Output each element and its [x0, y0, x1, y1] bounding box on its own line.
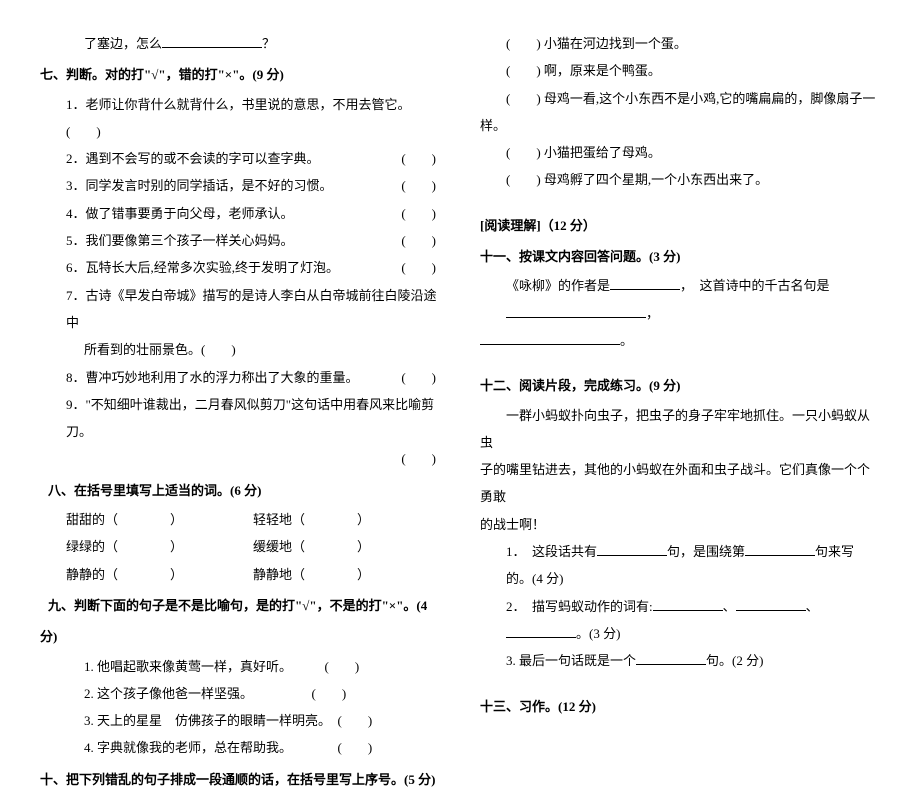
paren: ( )	[338, 740, 373, 755]
blank	[506, 626, 576, 638]
q7-5: 5．我们要像第三个孩子一样关心妈妈。 ( )	[40, 227, 440, 254]
q11: 《咏柳》的作者是 ， 这首诗中的千古名句是 ，	[480, 272, 880, 327]
text: 1. 他唱起歌来像黄莺一样，真好听。	[84, 659, 286, 674]
text: 8．曹冲巧妙地利用了水的浮力称出了大象的重量。	[66, 370, 359, 385]
text: 、	[723, 599, 736, 614]
blank	[480, 333, 620, 345]
section-7-head: 七、判断。对的打"√"，错的打"×"。(9 分)	[40, 61, 440, 88]
text: 。(3 分)	[576, 626, 620, 641]
text: 6．瓦特长大后,经常多次实验,终于发明了灯泡。	[66, 260, 339, 275]
paren: ( )	[401, 364, 440, 391]
text: 、	[806, 599, 819, 614]
paren: ( )	[401, 145, 440, 172]
text: ？	[262, 36, 275, 51]
cell: 甜甜的（ ）	[66, 506, 253, 533]
text: 句，是围绕第	[667, 544, 745, 559]
q7-8: 8．曹冲巧妙地利用了水的浮力称出了大象的重量。 ( )	[40, 364, 440, 391]
row8-3: 静静的（ ） 静静地（ ）	[40, 561, 440, 588]
q7-2: 2．遇到不会写的或不会读的字可以查字典。 ( )	[40, 145, 440, 172]
blank	[610, 279, 680, 291]
p12c: 的战士啊！	[480, 511, 880, 538]
blank	[636, 654, 706, 666]
paren: ( )	[312, 686, 347, 701]
text: ，	[646, 306, 659, 321]
p12b: 子的嘴里钻进去，其他的小蚂蚁在外面和虫子战斗。它们真像一个个勇敢	[480, 456, 880, 511]
text: 1． 这段话共有	[506, 544, 597, 559]
section-9-head-b: 分)	[40, 623, 440, 650]
text: 4．做了错事要勇于向父母，老师承认。	[66, 206, 294, 221]
paren: ( )	[338, 713, 373, 728]
text: 5．我们要像第三个孩子一样关心妈妈。	[66, 233, 294, 248]
text: 3. 天上的星星 仿佛孩子的眼睛一样明亮。	[84, 713, 325, 728]
s4: ( ) 小猫把蛋给了母鸡。	[480, 139, 880, 166]
row8-2: 绿绿的（ ） 缓缓地（ ）	[40, 533, 440, 560]
q9-3: 3. 天上的星星 仿佛孩子的眼睛一样明亮。 ( )	[40, 707, 440, 734]
text: 2. 这个孩子像他爸一样坚强。	[84, 686, 247, 701]
section-10-head: 十、把下列错乱的句子排成一段通顺的话，在括号里写上序号。(5 分)	[40, 766, 440, 793]
text: 句。(2 分)	[706, 653, 763, 668]
s2: ( ) 啊，原来是个鸭蛋。	[480, 57, 880, 84]
paren: ( )	[66, 124, 101, 139]
cell: 绿绿的（ ）	[66, 533, 253, 560]
q9-4: 4. 字典就像我的老师，总在帮助我。 ( )	[40, 734, 440, 761]
cell: 轻轻地（ ）	[253, 506, 440, 533]
blank	[162, 36, 262, 48]
blank	[506, 306, 646, 318]
text: 2．遇到不会写的或不会读的字可以查字典。	[66, 151, 320, 166]
paren: ( )	[201, 342, 236, 357]
text: 。	[620, 333, 633, 348]
s3a: ( ) 母鸡一看,这个小东西不是小鸡,它的嘴扁扁的，脚像扇子一	[480, 85, 880, 112]
q12-1: 1． 这段话共有句，是围绕第句来写的。(4 分)	[480, 538, 880, 593]
row8-1: 甜甜的（ ） 轻轻地（ ）	[40, 506, 440, 533]
text: 3. 最后一句话既是一个	[506, 653, 636, 668]
section-13-head: 十三、习作。(12 分)	[480, 693, 880, 720]
paren: ( )	[401, 254, 440, 281]
cell: 缓缓地（ ）	[253, 533, 440, 560]
q7-9-paren: ( )	[40, 445, 440, 472]
right-column: ( ) 小猫在河边找到一个蛋。 ( ) 啊，原来是个鸭蛋。 ( ) 母鸡一看,这…	[480, 30, 880, 631]
section-8-head: 八、在括号里填写上适当的词。(6 分)	[40, 477, 440, 504]
reading-head: [阅读理解]（12 分）	[480, 212, 880, 239]
blank	[745, 544, 815, 556]
cell: 静静的（ ）	[66, 561, 253, 588]
paren: ( )	[401, 227, 440, 254]
text: 《咏柳》的作者是	[506, 278, 610, 293]
q7-9: 9．"不知细叶谁裁出，二月春风似剪刀"这句话中用春风来比喻剪刀。	[40, 391, 440, 446]
text: 了塞边，怎么	[84, 36, 162, 51]
s3b: 样。	[480, 112, 880, 139]
q7-7b: 所看到的壮丽景色。( )	[40, 336, 440, 363]
s1: ( ) 小猫在河边找到一个蛋。	[480, 30, 880, 57]
paren: ( )	[325, 659, 360, 674]
q12-3: 3. 最后一句话既是一个 句。(2 分)	[480, 647, 880, 674]
paren: ( )	[401, 200, 440, 227]
text: 所看到的壮丽景色。	[84, 342, 201, 357]
blank	[597, 544, 667, 556]
left-column: 了塞边，怎么 ？ 七、判断。对的打"√"，错的打"×"。(9 分) 1．老师让你背…	[40, 30, 440, 631]
q7-7a: 7．古诗《早发白帝城》描写的是诗人李白从白帝城前往白陵沿途中	[40, 282, 440, 337]
text: 3．同学发言时别的同学插话，是不好的习惯。	[66, 178, 333, 193]
text: 4. 字典就像我的老师，总在帮助我。	[84, 740, 286, 755]
p12a: 一群小蚂蚁扑向虫子，把虫子的身子牢牢地抓住。一只小蚂蚁从虫	[480, 402, 880, 457]
q9-2: 2. 这个孩子像他爸一样坚强。 ( )	[40, 680, 440, 707]
q11-line2: 。	[480, 327, 880, 354]
cell: 静静地（ ）	[253, 561, 440, 588]
text: 2． 描写蚂蚁动作的词有:	[506, 599, 653, 614]
q7-3: 3．同学发言时别的同学插话，是不好的习惯。 ( )	[40, 172, 440, 199]
q7-4: 4．做了错事要勇于向父母，老师承认。 ( )	[40, 200, 440, 227]
text: ， 这首诗中的千古名句是	[680, 278, 830, 293]
section-12-head: 十二、阅读片段，完成练习。(9 分)	[480, 372, 880, 399]
q12-2: 2． 描写蚂蚁动作的词有: 、 、。(3 分)	[480, 593, 880, 648]
section-11-head: 十一、按课文内容回答问题。(3 分)	[480, 243, 880, 270]
q7-1: 1．老师让你背什么就背什么，书里说的意思，不用去管它。 ( )	[40, 91, 440, 146]
section-9-head-a: 九、判断下面的句子是不是比喻句，是的打"√"，不是的打"×"。(4	[40, 592, 440, 619]
line-fragment: 了塞边，怎么 ？	[40, 30, 440, 57]
s5: ( ) 母鸡孵了四个星期,一个小东西出来了。	[480, 166, 880, 193]
text: 1．老师让你背什么就背什么，书里说的意思，不用去管它。	[66, 97, 411, 112]
blank	[736, 599, 806, 611]
paren: ( )	[401, 172, 440, 199]
q7-6: 6．瓦特长大后,经常多次实验,终于发明了灯泡。 ( )	[40, 254, 440, 281]
blank	[653, 599, 723, 611]
q9-1: 1. 他唱起歌来像黄莺一样，真好听。 ( )	[40, 653, 440, 680]
